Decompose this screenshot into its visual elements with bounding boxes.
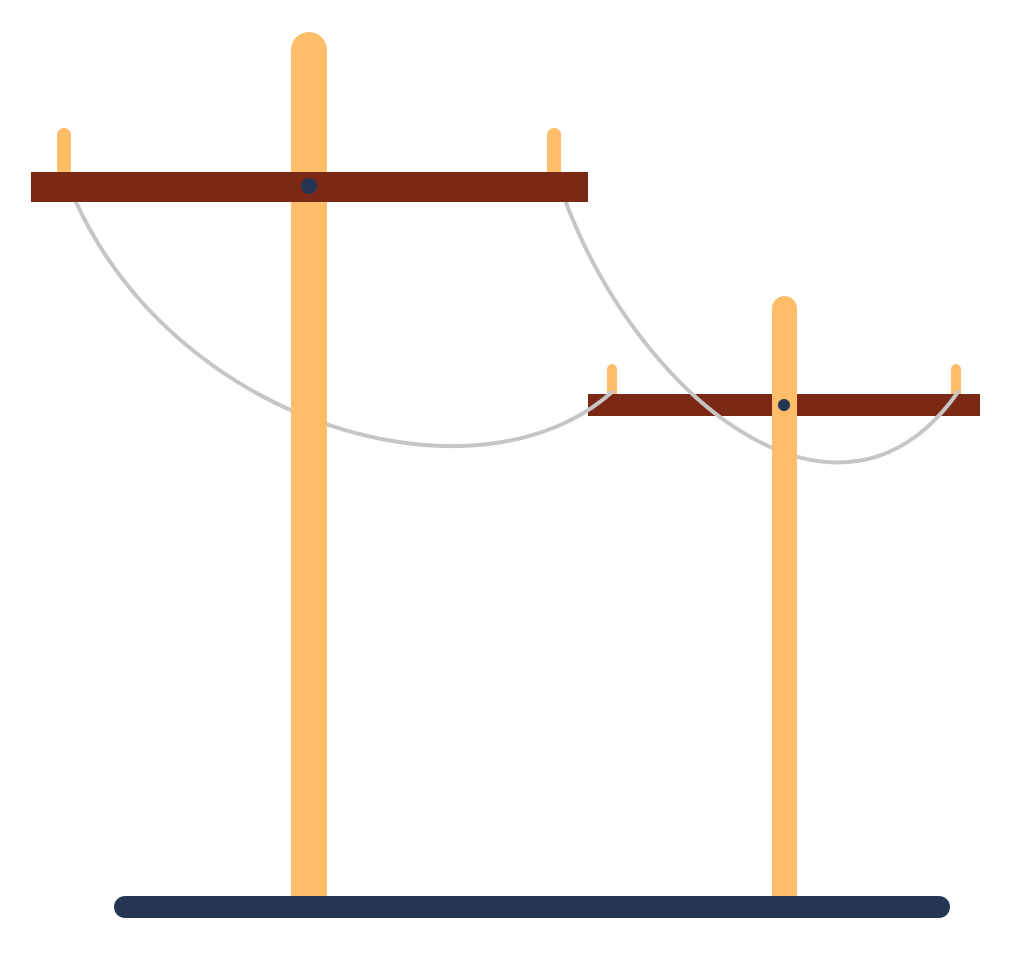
wire xyxy=(73,198,614,449)
wire xyxy=(563,198,960,465)
ground xyxy=(114,896,950,918)
bolt xyxy=(301,178,317,194)
pole xyxy=(291,32,327,918)
pole xyxy=(772,296,797,918)
insulator xyxy=(547,128,561,178)
insulator xyxy=(57,128,71,178)
bolt xyxy=(778,399,790,411)
